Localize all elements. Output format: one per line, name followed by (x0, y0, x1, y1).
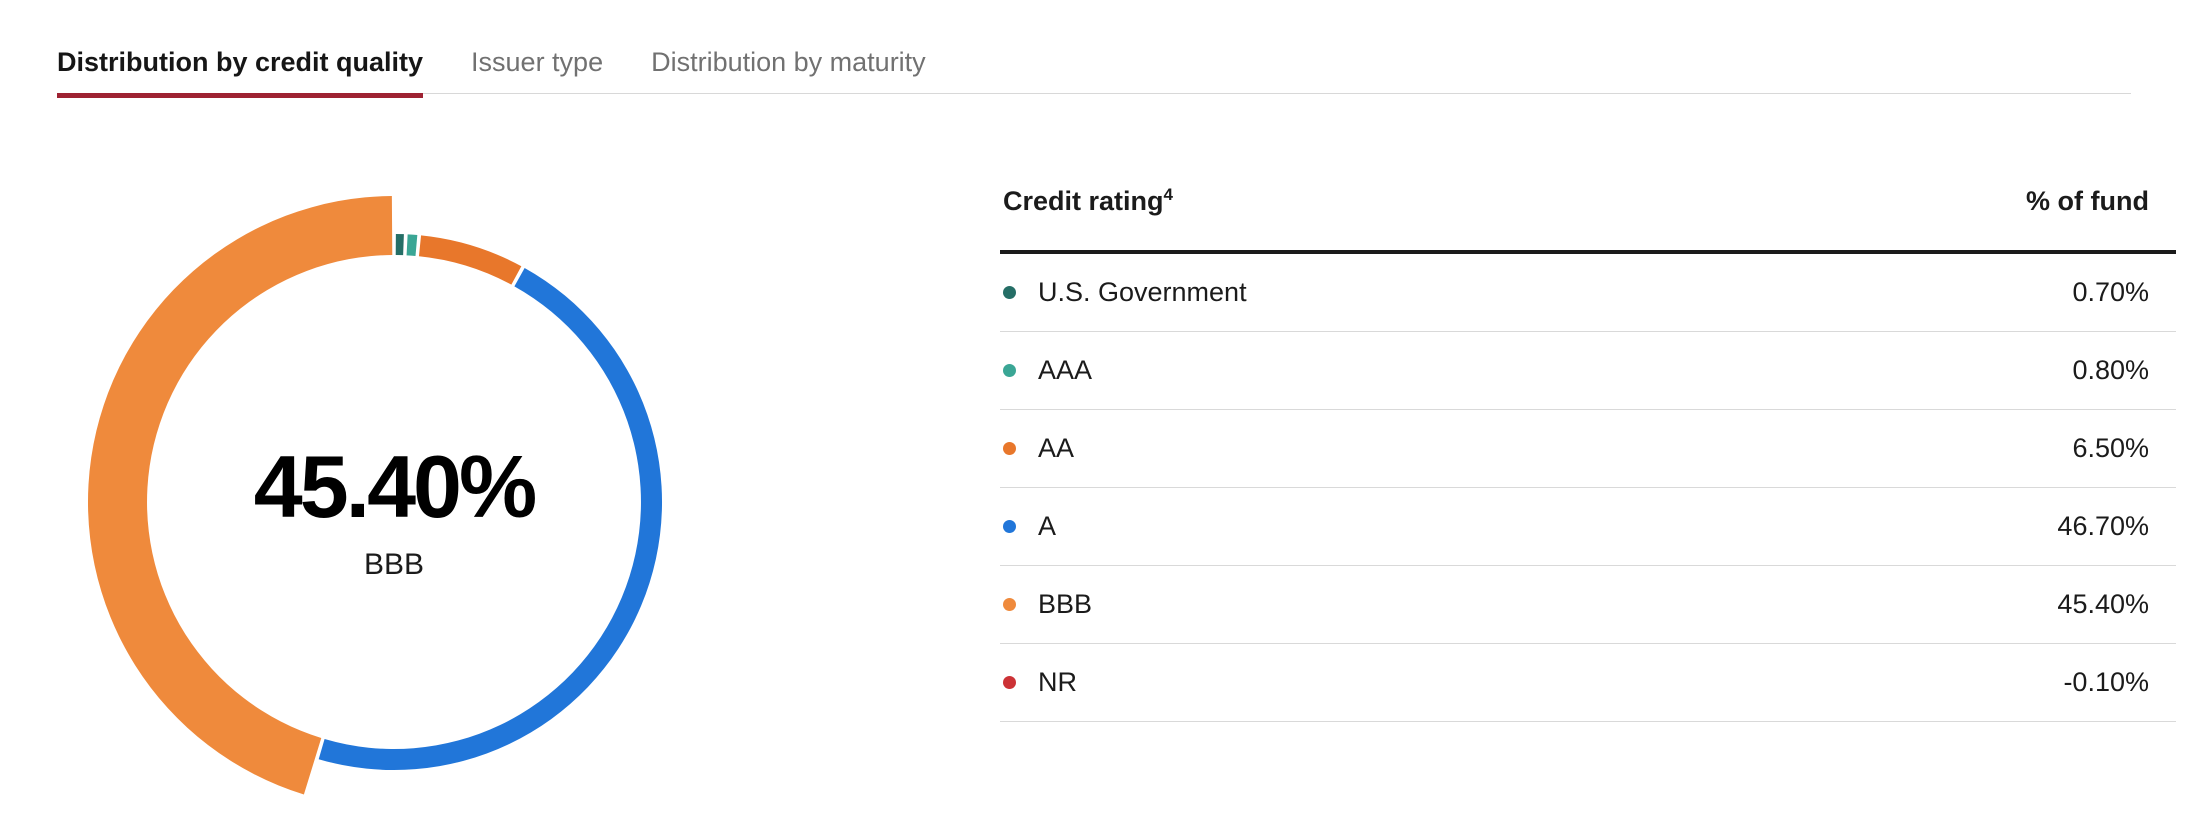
donut-segment-aa[interactable] (418, 235, 522, 285)
table-row-aaa: AAA 0.80% (1000, 332, 2176, 410)
rating-cell: U.S. Government (1003, 277, 1247, 308)
rating-cell: NR (1003, 667, 1077, 698)
tab-issuer-type[interactable]: Issuer type (471, 46, 603, 78)
credit-rating-header-text: Credit rating (1003, 186, 1164, 216)
donut-segment-bbb[interactable] (87, 196, 393, 795)
tab-label: Distribution by credit quality (57, 47, 424, 77)
legend-dot-nr (1003, 676, 1016, 689)
legend-dot-us-government (1003, 286, 1016, 299)
donut-chart (84, 192, 704, 812)
rating-label: NR (1038, 667, 1077, 697)
rating-cell: BBB (1003, 589, 1092, 620)
donut-segment-aaa[interactable] (406, 234, 418, 256)
rating-label: U.S. Government (1038, 277, 1247, 307)
pct-value: -0.10% (2063, 667, 2149, 697)
rating-label: A (1038, 511, 1057, 541)
tab-distribution-by-credit-quality[interactable]: Distribution by credit quality (57, 46, 424, 98)
donut-segment-u-s-government[interactable] (395, 234, 404, 256)
column-header-credit-rating: Credit rating4 (1003, 186, 1173, 217)
column-header-pct-of-fund: % of fund (2026, 186, 2149, 216)
table-row-aa: AA 6.50% (1000, 410, 2176, 488)
tab-bar: Distribution by credit quality Issuer ty… (57, 46, 2131, 98)
rating-label: AA (1038, 433, 1075, 463)
pct-value: 0.80% (2072, 355, 2149, 385)
pct-value: 46.70% (2057, 511, 2149, 541)
table-row-bbb: BBB 45.40% (1000, 566, 2176, 644)
rating-cell: AA (1003, 433, 1074, 464)
tab-distribution-by-maturity[interactable]: Distribution by maturity (651, 46, 926, 78)
legend-dot-aa (1003, 442, 1016, 455)
tab-label: Distribution by maturity (651, 47, 926, 77)
legend-dot-a (1003, 520, 1016, 533)
table-row-us-government: U.S. Government 0.70% (1000, 254, 2176, 332)
rating-label: AAA (1038, 355, 1093, 385)
pct-value: 6.50% (2072, 433, 2149, 463)
rating-label: BBB (1038, 589, 1093, 619)
rating-cell: A (1003, 511, 1056, 542)
credit-rating-table: Credit rating4 % of fund U.S. Government… (1000, 182, 2176, 722)
donut-segment-a[interactable] (318, 267, 663, 771)
footnote-marker: 4 (1163, 185, 1173, 204)
legend-dot-aaa (1003, 364, 1016, 377)
pct-value: 0.70% (2072, 277, 2149, 307)
table-row-a: A 46.70% (1000, 488, 2176, 566)
rating-cell: AAA (1003, 355, 1092, 386)
legend-dot-bbb (1003, 598, 1016, 611)
table-row-nr: NR -0.10% (1000, 644, 2176, 722)
tab-label: Issuer type (471, 47, 604, 77)
table-header-row: Credit rating4 % of fund (1000, 182, 2176, 254)
donut-chart-svg (87, 196, 663, 795)
pct-value: 45.40% (2057, 589, 2149, 619)
